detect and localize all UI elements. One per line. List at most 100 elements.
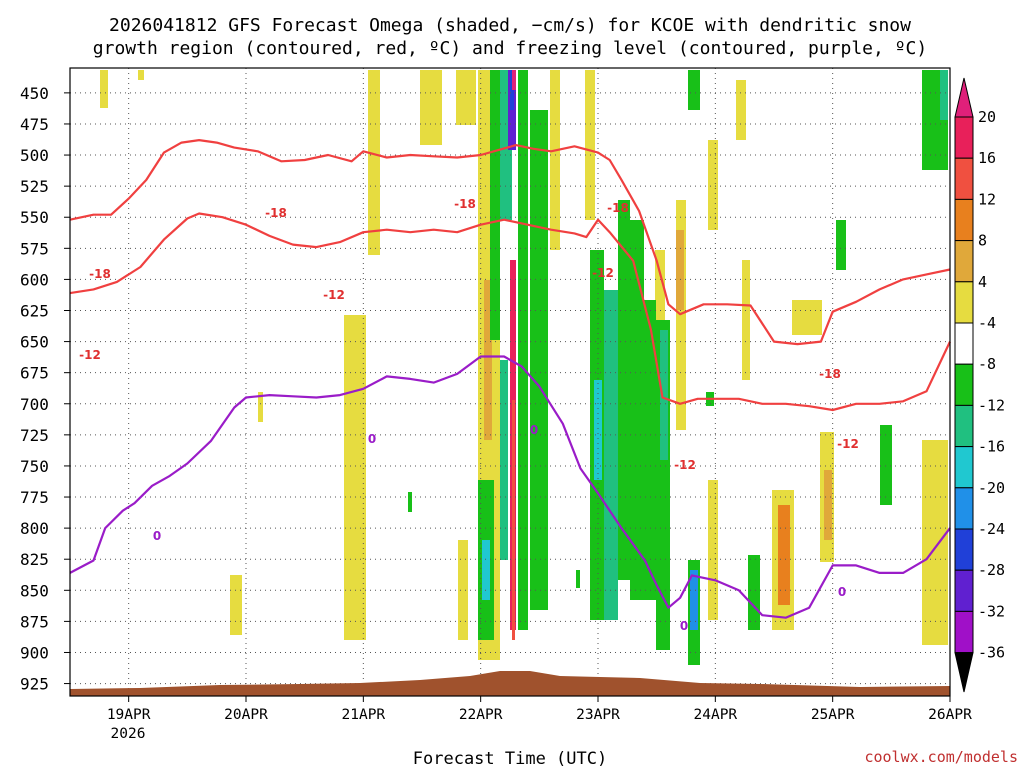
contour-label: 0 — [153, 529, 161, 543]
x-tick-label: 20APR — [224, 707, 268, 723]
omega-patch — [688, 70, 700, 110]
contour-labels: -18 -18 -18 -18 -18 -12 -12 -12 -12 -12 … — [79, 197, 859, 633]
colorbar: 20 16 12 8 4 -4 -8 -12 -16 -20 -24 -28 -32 -36 — [954, 77, 1005, 693]
omega-patch — [792, 300, 822, 335]
omega-patch — [408, 492, 412, 512]
contour-label: 0 — [368, 432, 376, 446]
colorbar-label: 20 — [978, 108, 996, 126]
omega-patch — [490, 70, 500, 340]
y-tick-label: 725 — [20, 426, 49, 445]
omega-patch — [576, 570, 580, 588]
plot-frame — [69, 67, 951, 697]
omega-patch — [530, 110, 548, 610]
colorbar-bottom-arrow — [954, 652, 974, 693]
colorbar-swatch — [954, 240, 974, 283]
y-tick-label: 825 — [20, 550, 49, 569]
colorbar-label: 4 — [978, 273, 987, 291]
y-tick-label: 675 — [20, 364, 49, 383]
contour-minus-12C — [69, 212, 951, 412]
x-tick-label: 22APR — [459, 707, 503, 723]
omega-patch — [778, 505, 790, 605]
omega-patch — [420, 70, 442, 145]
omega-patch — [748, 555, 760, 630]
omega-patch — [138, 70, 144, 80]
omega-patch — [368, 70, 380, 255]
omega-patch — [512, 70, 516, 90]
x-tick-label: 24APR — [694, 707, 738, 723]
y-axis: 450 475 500 525 550 575 600 625 650 675 700 725 750 7… — [20, 84, 70, 694]
colorbar-label: -20 — [978, 479, 1005, 497]
omega-patch — [500, 360, 508, 560]
contour-label: -18 — [89, 267, 111, 281]
y-tick-label: 875 — [20, 612, 49, 631]
omega-patch — [708, 140, 718, 230]
contour-label: -18 — [265, 206, 287, 220]
chart-title-line1: 2026041812 GFS Forecast Omega (shaded, −… — [109, 15, 911, 36]
omega-patch — [484, 280, 492, 440]
y-tick-label: 525 — [20, 177, 49, 196]
x-tick-label: 25APR — [811, 707, 855, 723]
contour-label: 0 — [838, 585, 846, 599]
y-tick-label: 475 — [20, 115, 49, 134]
omega-patch — [630, 220, 644, 600]
omega-patch — [585, 70, 595, 220]
colorbar-label: 16 — [978, 149, 996, 167]
omega-patch — [940, 70, 948, 120]
omega-patch — [824, 470, 832, 540]
colorbar-label: -24 — [978, 520, 1005, 538]
colorbar-swatch — [954, 528, 974, 571]
omega-patch — [458, 540, 468, 640]
x-axis: 19APR 20APR 21APR 22APR 23APR 24APR 25APR 26APR — [107, 696, 972, 723]
y-tick-label: 750 — [20, 457, 49, 476]
y-tick-label: 900 — [20, 643, 49, 662]
omega-patch — [690, 570, 698, 630]
colorbar-swatch — [954, 198, 974, 242]
omega-patch — [604, 290, 618, 620]
colorbar-top-arrow — [954, 77, 974, 118]
omega-shading — [100, 70, 948, 665]
credit-link[interactable]: coolwx.com/models — [864, 748, 1018, 766]
x-tick-label: 26APR — [928, 707, 972, 723]
contour-minus-18C — [69, 139, 951, 346]
omega-patch — [742, 260, 750, 380]
colorbar-swatch — [954, 281, 974, 324]
contour-label: -12 — [837, 437, 859, 451]
colorbar-swatch — [954, 363, 974, 406]
y-tick-label: 500 — [20, 146, 49, 165]
colorbar-swatch — [954, 157, 974, 200]
omega-patch — [676, 230, 684, 310]
contour-label: 0 — [680, 619, 688, 633]
y-tick-label: 775 — [20, 488, 49, 507]
omega-patch — [512, 400, 515, 640]
contour-label: -18 — [819, 367, 841, 381]
contour-label: -12 — [79, 348, 101, 362]
omega-patch — [660, 330, 668, 460]
x-tick-label: 23APR — [576, 707, 620, 723]
omega-patch — [550, 70, 560, 250]
terrain-fill — [70, 671, 950, 696]
omega-patch — [836, 220, 846, 270]
contour-zero-C — [69, 355, 951, 619]
y-tick-label: 600 — [20, 270, 49, 289]
y-tick-label: 625 — [20, 301, 49, 320]
colorbar-swatch — [954, 569, 974, 612]
colorbar-label: 12 — [978, 190, 996, 208]
colorbar-swatch — [954, 404, 974, 448]
y-tick-label: 650 — [20, 333, 49, 352]
colorbar-label: 8 — [978, 232, 987, 250]
colorbar-label: -32 — [978, 602, 1005, 620]
chart-title-line2: growth region (contoured, red, ºC) and f… — [93, 38, 927, 59]
colorbar-swatch — [954, 322, 974, 365]
plot-area: -18 -18 -18 -18 -18 -12 -12 -12 -12 -12 … — [69, 67, 951, 697]
colorbar-label: -12 — [978, 396, 1005, 414]
omega-patch — [456, 70, 476, 125]
omega-patch — [644, 300, 656, 600]
y-tick-label: 550 — [20, 208, 49, 227]
omega-patch — [922, 440, 948, 645]
contour-label: -12 — [592, 266, 614, 280]
contour-label: -18 — [454, 197, 476, 211]
y-tick-label: 450 — [20, 84, 49, 103]
omega-patch — [708, 480, 718, 620]
colorbar-swatch — [954, 116, 974, 159]
